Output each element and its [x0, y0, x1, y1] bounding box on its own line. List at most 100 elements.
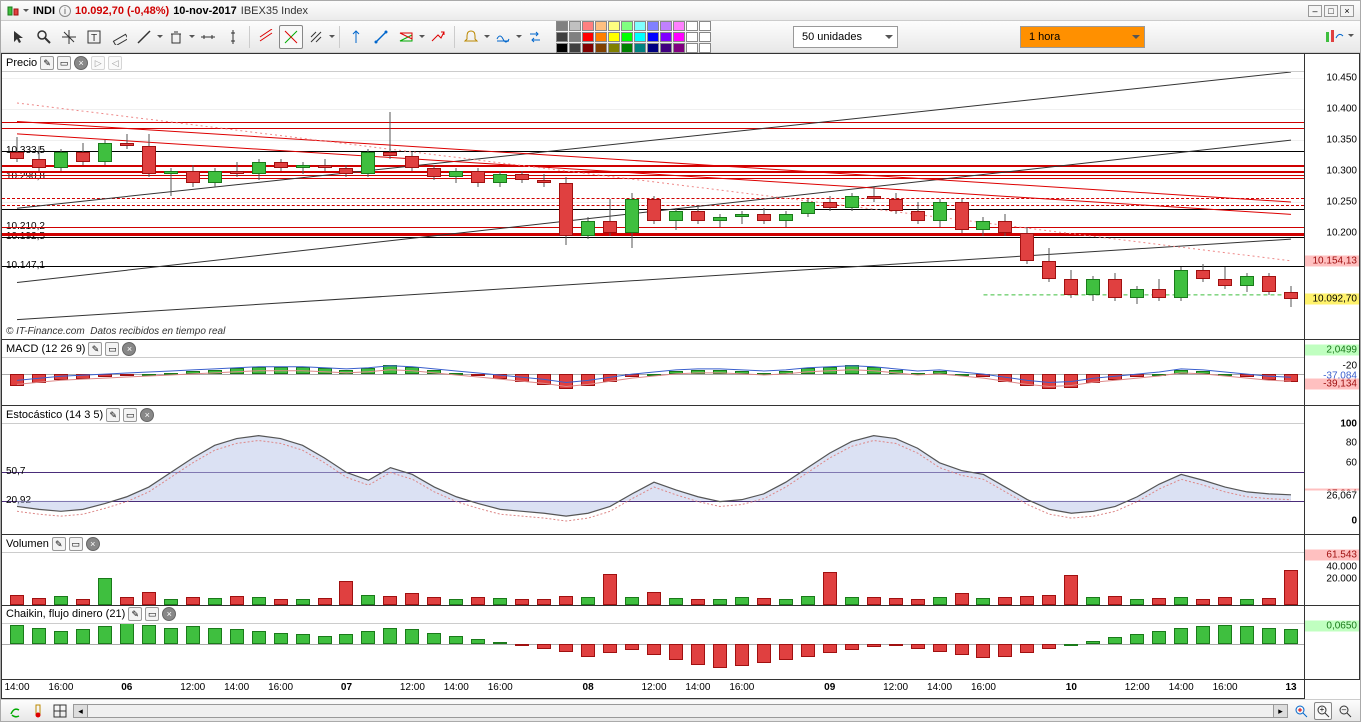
titlebar: INDI i 10.092,70 (-0,48%) 10-nov-2017 IB…: [1, 1, 1360, 21]
alert-tool[interactable]: [459, 25, 483, 49]
units-combo[interactable]: 50 unidades: [793, 26, 898, 48]
trend-arrow-tool[interactable]: [426, 25, 450, 49]
vertical-arrow-tool[interactable]: [344, 25, 368, 49]
time-scrollbar[interactable]: ◂ ▸: [73, 704, 1288, 718]
settings-icon[interactable]: ✎: [88, 342, 102, 356]
macd-yaxis: 2,0499-20-37,084-39,134: [1304, 340, 1359, 405]
zoom-out-icon[interactable]: –: [1336, 702, 1354, 720]
maximize-button[interactable]: □: [1324, 5, 1338, 17]
stoch-yaxis: 1008060027,39426,067: [1304, 406, 1359, 534]
indicator-dropdown[interactable]: [516, 26, 522, 48]
refresh-icon[interactable]: [7, 702, 25, 720]
main-toolbar: T 50 unidades 1 hora: [1, 21, 1360, 53]
price-panel-label: Precio: [6, 57, 37, 69]
crosshair-tool[interactable]: [57, 25, 81, 49]
text-tool[interactable]: T: [82, 25, 106, 49]
volume-panel: Volumen ✎ ▭ × 40.00020.00061.543: [1, 535, 1360, 606]
grid-icon[interactable]: [51, 702, 69, 720]
regression-tool[interactable]: [279, 25, 303, 49]
units-combo-label: 50 unidades: [802, 31, 862, 43]
price-label: 10.092,70 (-0,48%): [75, 5, 169, 17]
line-tool[interactable]: [132, 25, 156, 49]
alert-dropdown[interactable]: [484, 26, 490, 48]
color-palette[interactable]: [556, 21, 711, 53]
price-panel: Precio ✎ ▭ × ▷ ◁ © IT-Finance.com Datos …: [1, 53, 1360, 340]
scroll-right-button[interactable]: ▸: [1273, 705, 1287, 717]
chart-style-dropdown[interactable]: [1348, 25, 1354, 47]
index-description: IBEX35 Index: [241, 5, 308, 17]
price-panel-header: Precio ✎ ▭ × ▷ ◁: [2, 54, 1304, 72]
settings-icon[interactable]: ✎: [128, 607, 142, 621]
chart-window: INDI i 10.092,70 (-0,48%) 10-nov-2017 IB…: [0, 0, 1361, 722]
pointer-tool[interactable]: [7, 25, 31, 49]
window-icon[interactable]: ▭: [123, 408, 137, 422]
stoch-plot[interactable]: Estocástico (14 3 5) ✎ ▭ × 50,720,92: [2, 406, 1304, 534]
chart-style-tool[interactable]: [1322, 25, 1346, 49]
charts-container: Precio ✎ ▭ × ▷ ◁ © IT-Finance.com Datos …: [1, 53, 1360, 699]
line-tool-dropdown[interactable]: [157, 26, 163, 48]
hline-tool[interactable]: [196, 25, 220, 49]
delete-dropdown[interactable]: [189, 26, 195, 48]
scroll-left-button[interactable]: ◂: [74, 705, 88, 717]
delete-tool[interactable]: [164, 25, 188, 49]
date-label: 10-nov-2017: [173, 5, 237, 17]
timeframe-combo-label: 1 hora: [1029, 31, 1060, 43]
swap-tool[interactable]: [523, 25, 547, 49]
settings-icon[interactable]: ✎: [106, 408, 120, 422]
toolbar-separator: [339, 26, 340, 48]
macd-panel-label: MACD (12 26 9): [6, 343, 85, 355]
expand-icon[interactable]: ▷: [91, 56, 105, 70]
stoch-panel: Estocástico (14 3 5) ✎ ▭ × 50,720,92 100…: [1, 406, 1360, 535]
thermometer-icon[interactable]: [29, 702, 47, 720]
chaikin-panel-label: Chaikin, flujo dinero (21): [6, 608, 125, 620]
info-icon[interactable]: i: [59, 5, 71, 17]
indicator-tool[interactable]: [491, 25, 515, 49]
macd-plot[interactable]: MACD (12 26 9) ✎ ▭ ×: [2, 340, 1304, 405]
triangle-dropdown[interactable]: [419, 26, 425, 48]
toolbar-separator: [249, 26, 250, 48]
zoom-tool[interactable]: [32, 25, 56, 49]
window-icon[interactable]: ▭: [145, 607, 159, 621]
toolbar-right: [1322, 25, 1354, 49]
settings-icon[interactable]: ✎: [52, 537, 66, 551]
segment-tool[interactable]: [369, 25, 393, 49]
window-icon[interactable]: ▭: [69, 537, 83, 551]
settings-icon[interactable]: ✎: [40, 56, 54, 70]
time-axis: 14:0016:000612:0014:0016:000712:0014:001…: [1, 680, 1305, 699]
vline-tool[interactable]: [221, 25, 245, 49]
symbol-dropdown-icon[interactable]: [23, 0, 29, 22]
minimize-button[interactable]: –: [1308, 5, 1322, 17]
window-icon[interactable]: ▭: [105, 342, 119, 356]
chaikin-panel: Chaikin, flujo dinero (21) ✎ ▭ × 0,0650: [1, 606, 1360, 680]
price-plot[interactable]: Precio ✎ ▭ × ▷ ◁ © IT-Finance.com Datos …: [2, 54, 1304, 339]
volume-plot[interactable]: Volumen ✎ ▭ ×: [2, 535, 1304, 605]
triangle-tool[interactable]: [394, 25, 418, 49]
timeframe-combo[interactable]: 1 hora: [1020, 26, 1145, 48]
close-icon[interactable]: ×: [140, 408, 154, 422]
chevron-down-icon: [1132, 35, 1140, 43]
channel-tool[interactable]: [254, 25, 278, 49]
collapse-icon[interactable]: ◁: [108, 56, 122, 70]
bottom-toolbar: ◂ ▸ + –: [1, 699, 1360, 721]
close-icon[interactable]: ×: [122, 342, 136, 356]
toolbar-separator: [454, 26, 455, 48]
window-icon[interactable]: ▭: [57, 56, 71, 70]
close-icon[interactable]: ×: [162, 607, 176, 621]
copyright-label: © IT-Finance.com Datos recibidos en tiem…: [6, 326, 225, 337]
svg-text:T: T: [91, 33, 97, 44]
zoom-fit-icon[interactable]: [1292, 702, 1310, 720]
volume-yaxis: 40.00020.00061.543: [1304, 535, 1359, 605]
close-icon[interactable]: ×: [86, 537, 100, 551]
macd-panel: MACD (12 26 9) ✎ ▭ × 2,0499-20-37,084-39…: [1, 340, 1360, 406]
close-button[interactable]: ×: [1340, 5, 1354, 17]
pitchfork-tool[interactable]: [304, 25, 328, 49]
ruler-tool[interactable]: [107, 25, 131, 49]
pitchfork-dropdown[interactable]: [329, 26, 335, 48]
stoch-panel-header: Estocástico (14 3 5) ✎ ▭ ×: [2, 406, 1304, 424]
stoch-panel-label: Estocástico (14 3 5): [6, 409, 103, 421]
candle-icon: [7, 5, 19, 17]
svg-text:+: +: [1320, 705, 1325, 714]
chaikin-plot[interactable]: Chaikin, flujo dinero (21) ✎ ▭ ×: [2, 606, 1304, 679]
zoom-in-icon[interactable]: +: [1314, 702, 1332, 720]
close-icon[interactable]: ×: [74, 56, 88, 70]
